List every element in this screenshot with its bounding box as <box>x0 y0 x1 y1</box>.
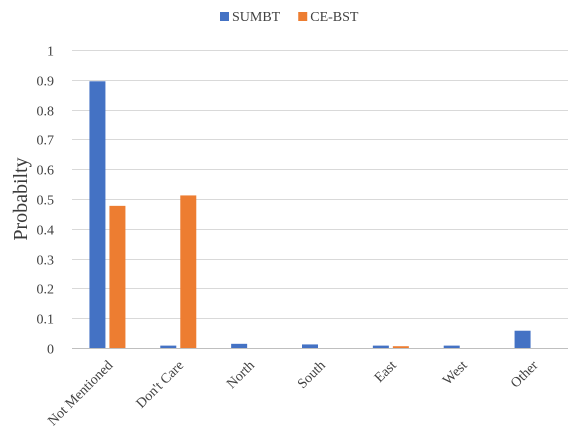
y-tick-label: 0 <box>47 343 54 358</box>
x-category-label: South <box>295 358 329 392</box>
y-tick-label: 0.7 <box>37 134 55 149</box>
y-axis-title: Probabilty <box>10 157 32 240</box>
legend: SUMBT CE-BST <box>220 10 359 25</box>
x-category-label: Other <box>508 358 541 391</box>
y-tick-label: 1 <box>47 45 54 60</box>
x-axis-ticks: Not Mentioned Don't Care North South East Wes… <box>45 358 541 429</box>
y-tick-label: 0.8 <box>37 105 55 120</box>
bar-ce-bst-east <box>392 346 409 348</box>
y-tick-label: 0.4 <box>37 224 55 239</box>
bar-ce-bst-don-t-care <box>180 195 197 348</box>
y-tick-label: 0.3 <box>37 254 55 269</box>
legend-swatch <box>220 12 229 21</box>
x-category-label: West <box>440 358 470 388</box>
x-category-label: North <box>224 358 258 392</box>
y-tick-label: 0.5 <box>37 194 55 209</box>
legend-label: CE-BST <box>310 10 359 25</box>
bar-sumbt-east <box>372 345 389 348</box>
x-category-label: Don't Care <box>134 358 187 411</box>
bars <box>89 81 531 348</box>
bar-sumbt-south <box>302 344 318 348</box>
x-category-label: Not Mentioned <box>45 358 116 429</box>
legend-swatch <box>298 12 308 21</box>
bar-sumbt-not-mentioned <box>89 81 106 348</box>
y-tick-label: 0.6 <box>37 164 55 179</box>
y-tick-label: 0.1 <box>37 313 55 328</box>
bar-sumbt-north <box>231 343 248 348</box>
bar-sumbt-west <box>443 345 460 348</box>
bar-sumbt-don-t-care <box>160 345 177 348</box>
y-axis-ticks: 0 0.1 0.2 0.3 0.4 0.5 0.6 0.7 0.8 0.9 1 <box>37 45 55 358</box>
legend-label: SUMBT <box>232 10 281 25</box>
gridlines <box>72 50 568 349</box>
bar-sumbt-other <box>514 330 531 348</box>
x-category-label: East <box>372 358 400 386</box>
bar-ce-bst-not-mentioned <box>109 205 126 348</box>
y-tick-label: 0.9 <box>37 75 55 90</box>
y-tick-label: 0.2 <box>37 283 55 298</box>
